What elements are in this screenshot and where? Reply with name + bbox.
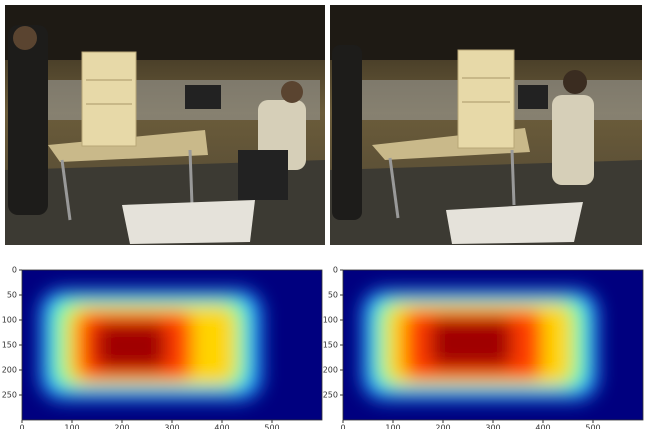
y-tick-label: 150 (323, 341, 338, 350)
x-tick-label: 200 (435, 424, 450, 429)
x-tick-label: 200 (114, 424, 129, 429)
y-tick-label: 0 (333, 266, 338, 275)
y-tick-label: 100 (2, 316, 17, 325)
x-tick-label: 500 (585, 424, 600, 429)
x-tick-label: 0 (19, 424, 24, 429)
x-tick-label: 400 (535, 424, 550, 429)
figure: 0100200300400500050100150200250010020030… (0, 0, 646, 429)
y-tick-label: 50 (328, 291, 338, 300)
y-tick-label: 0 (12, 266, 17, 275)
x-tick-label: 300 (164, 424, 179, 429)
x-tick-label: 500 (264, 424, 279, 429)
x-tick-label: 100 (385, 424, 400, 429)
x-tick-label: 400 (214, 424, 229, 429)
y-tick-label: 250 (323, 391, 338, 400)
y-tick-label: 200 (2, 366, 17, 375)
y-tick-label: 250 (2, 391, 17, 400)
heatmap-left (22, 270, 322, 420)
photo-right (330, 5, 642, 245)
y-tick-label: 150 (2, 341, 17, 350)
y-tick-label: 200 (323, 366, 338, 375)
photo-left (5, 5, 325, 245)
x-tick-label: 0 (340, 424, 345, 429)
x-tick-label: 100 (64, 424, 79, 429)
y-tick-label: 50 (7, 291, 17, 300)
x-tick-label: 300 (485, 424, 500, 429)
y-tick-label: 100 (323, 316, 338, 325)
heatmap-right (343, 270, 643, 420)
